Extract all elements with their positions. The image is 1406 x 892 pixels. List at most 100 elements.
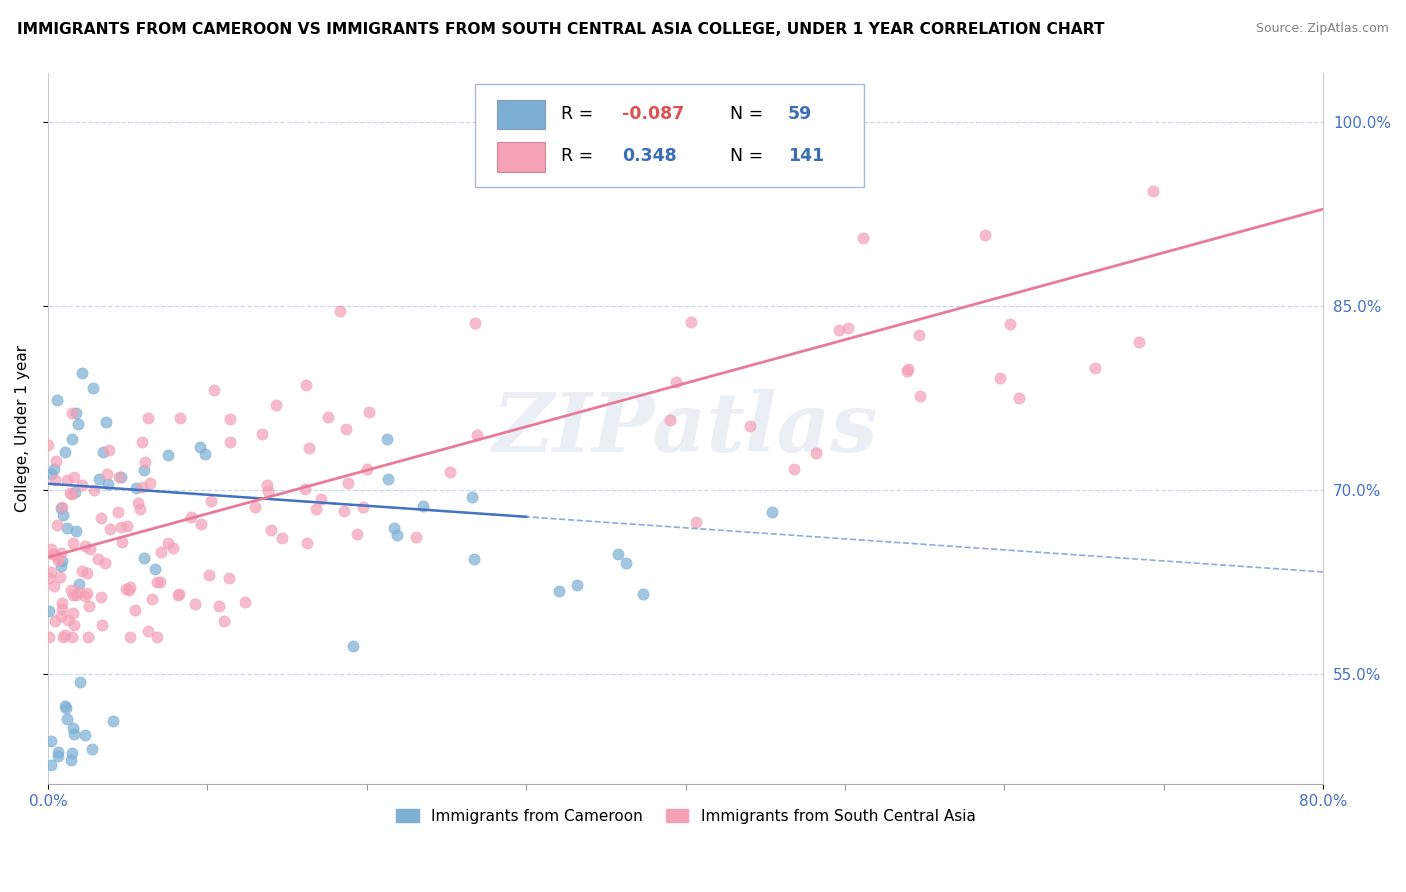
Bar [496, 142, 546, 171]
Point [38, 604, 60, 618]
Point [94, 556, 117, 570]
Text: 141: 141 [787, 147, 824, 165]
Point [67, 577, 90, 591]
Point [70, 478, 93, 492]
Point [138, 475, 160, 490]
Point [356, 462, 378, 476]
Point [114, 582, 136, 596]
Point [118, 630, 141, 644]
Point [53, 698, 76, 713]
Point [998, 317, 1021, 331]
Point [297, 536, 319, 550]
Point [100, 522, 122, 536]
Point [200, 494, 222, 508]
Point [46, 518, 69, 533]
Point [335, 422, 357, 436]
Point [150, 545, 173, 559]
Point [233, 595, 256, 609]
Point [73, 728, 96, 742]
Point [49, 609, 72, 624]
Point [357, 405, 380, 419]
Point [908, 389, 931, 403]
Point [70, 366, 93, 380]
Point [294, 483, 316, 497]
Point [146, 575, 169, 590]
Point [828, 323, 851, 337]
Point [194, 447, 217, 461]
Point [90, 511, 112, 525]
Point [110, 520, 132, 534]
Point [59, 486, 82, 500]
Point [90, 590, 112, 604]
Point [72, 564, 94, 578]
Point [197, 568, 219, 582]
Point [607, 547, 630, 561]
Point [39, 467, 62, 482]
Point [101, 714, 124, 728]
Bar [496, 100, 546, 129]
Point [127, 496, 149, 510]
Point [108, 470, 131, 484]
Text: R =: R = [561, 105, 599, 123]
Point [837, 321, 859, 335]
Point [329, 303, 352, 318]
Point [218, 412, 240, 426]
Point [156, 448, 179, 462]
Point [59, 583, 82, 598]
Point [134, 455, 156, 469]
Point [162, 541, 184, 556]
Point [69, 674, 91, 689]
Point [60, 630, 83, 644]
Point [212, 614, 235, 628]
Point [110, 470, 132, 484]
Point [75, 539, 97, 553]
Point [60, 487, 83, 501]
Point [118, 583, 141, 598]
Point [46, 749, 69, 764]
Text: R =: R = [561, 147, 599, 165]
Point [55, 521, 77, 535]
Point [218, 571, 240, 585]
Point [614, 556, 637, 570]
Point [63, 485, 86, 500]
Point [44, 473, 66, 487]
Point [204, 383, 226, 397]
Point [346, 527, 368, 541]
Point [65, 524, 87, 538]
Point [385, 528, 408, 542]
Point [463, 552, 485, 566]
Point [439, 466, 461, 480]
Point [243, 500, 266, 515]
Point [45, 454, 67, 468]
Point [132, 462, 155, 476]
Point [665, 375, 688, 389]
Point [256, 478, 278, 492]
Point [270, 531, 292, 545]
Point [73, 589, 96, 603]
Point [184, 598, 207, 612]
Point [305, 502, 328, 516]
Point [66, 417, 89, 432]
Point [157, 536, 180, 550]
Point [257, 483, 280, 498]
Point [56, 614, 79, 628]
Point [169, 411, 191, 425]
Text: -0.087: -0.087 [621, 105, 685, 123]
Y-axis label: College, Under 1 year: College, Under 1 year [15, 345, 30, 512]
Point [131, 435, 153, 450]
Point [679, 315, 702, 329]
Point [207, 599, 229, 613]
Text: 59: 59 [787, 105, 811, 123]
Point [146, 630, 169, 644]
Point [219, 434, 242, 449]
Point [42, 547, 65, 561]
Point [132, 551, 155, 566]
Text: Source: ZipAtlas.com: Source: ZipAtlas.com [1256, 22, 1389, 36]
Point [51, 596, 73, 610]
Point [188, 440, 211, 454]
Point [377, 472, 399, 486]
Point [125, 481, 148, 495]
Text: N =: N = [730, 147, 769, 165]
Point [136, 624, 159, 638]
Point [67, 585, 90, 599]
